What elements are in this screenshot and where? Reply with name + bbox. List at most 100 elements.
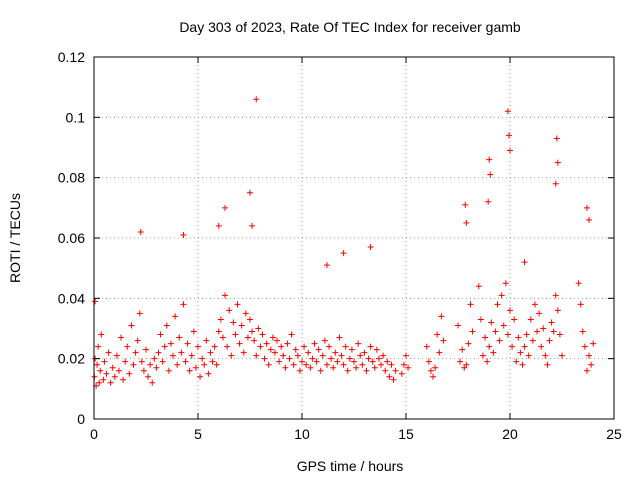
data-point bbox=[392, 367, 399, 374]
data-point bbox=[276, 358, 283, 365]
data-point bbox=[271, 349, 278, 356]
data-point bbox=[496, 337, 503, 344]
data-point bbox=[215, 328, 222, 335]
data-point bbox=[588, 361, 595, 368]
data-point bbox=[137, 228, 144, 235]
data-point bbox=[554, 307, 561, 314]
data-point bbox=[432, 364, 439, 371]
data-point bbox=[552, 292, 559, 299]
data-point bbox=[440, 337, 447, 344]
data-point bbox=[203, 337, 210, 344]
data-point bbox=[219, 334, 226, 341]
data-point bbox=[332, 349, 339, 356]
grid-lines bbox=[94, 57, 614, 419]
data-point bbox=[590, 340, 597, 347]
data-point bbox=[575, 280, 582, 287]
data-point bbox=[326, 343, 333, 350]
data-point bbox=[292, 346, 299, 353]
x-tick-label: 15 bbox=[398, 426, 414, 442]
data-point bbox=[97, 367, 104, 374]
data-point bbox=[552, 180, 559, 187]
data-point bbox=[427, 367, 434, 374]
data-point bbox=[153, 364, 160, 371]
data-point bbox=[336, 334, 343, 341]
data-point bbox=[234, 301, 241, 308]
data-point bbox=[438, 313, 445, 320]
data-point bbox=[195, 343, 201, 350]
data-point bbox=[303, 361, 310, 368]
data-point bbox=[274, 337, 281, 344]
x-tick-labels: 0 5 10 15 20 25 bbox=[90, 426, 622, 442]
data-point bbox=[430, 373, 437, 380]
data-point bbox=[505, 132, 512, 139]
data-point bbox=[269, 334, 276, 341]
y-tick-label: 0.04 bbox=[58, 290, 85, 306]
y-tick-label: 0.12 bbox=[58, 49, 85, 65]
data-point bbox=[143, 346, 149, 353]
data-point bbox=[400, 361, 407, 368]
data-point bbox=[378, 361, 385, 368]
data-point bbox=[398, 370, 405, 377]
data-point bbox=[215, 222, 222, 229]
data-point bbox=[367, 343, 374, 350]
data-point bbox=[122, 358, 129, 365]
data-point bbox=[103, 370, 110, 377]
y-tick-label: 0.06 bbox=[58, 230, 85, 246]
y-tick-label: 0.08 bbox=[58, 170, 85, 186]
data-point bbox=[167, 340, 174, 347]
data-point bbox=[579, 328, 586, 335]
data-point bbox=[238, 322, 245, 329]
data-point bbox=[147, 361, 154, 368]
data-point bbox=[265, 361, 272, 368]
data-point bbox=[367, 244, 374, 251]
data-point bbox=[467, 301, 474, 308]
data-point bbox=[390, 376, 397, 383]
data-point bbox=[386, 373, 393, 380]
data-point bbox=[182, 358, 189, 365]
data-point bbox=[126, 370, 133, 377]
data-point bbox=[100, 376, 107, 383]
data-point bbox=[553, 135, 560, 142]
data-point bbox=[436, 349, 443, 356]
data-point bbox=[498, 292, 505, 299]
data-point bbox=[128, 322, 135, 329]
data-point bbox=[490, 349, 497, 356]
data-point bbox=[113, 352, 120, 359]
data-point bbox=[434, 331, 441, 338]
data-point bbox=[213, 361, 220, 368]
data-point bbox=[186, 367, 193, 374]
y-axis-label: ROTI / TECUs bbox=[7, 193, 23, 283]
data-point bbox=[340, 250, 347, 257]
data-point bbox=[340, 361, 347, 368]
data-point bbox=[290, 361, 297, 368]
data-point bbox=[184, 340, 191, 347]
x-axis-label: GPS time / hours bbox=[297, 458, 404, 474]
data-point bbox=[188, 352, 195, 359]
data-point bbox=[107, 379, 114, 386]
data-point bbox=[536, 310, 543, 317]
data-point bbox=[282, 364, 289, 371]
data-point bbox=[311, 340, 318, 347]
chart-title: Day 303 of 2023, Rate Of TEC Index for r… bbox=[179, 19, 521, 35]
data-point bbox=[486, 343, 493, 350]
data-point bbox=[228, 352, 235, 359]
data-point bbox=[346, 355, 353, 362]
data-point bbox=[521, 259, 528, 266]
data-point bbox=[190, 328, 197, 335]
data-point bbox=[521, 343, 528, 350]
data-point bbox=[263, 340, 270, 347]
data-point bbox=[101, 358, 108, 365]
data-point bbox=[115, 367, 122, 374]
data-point bbox=[178, 349, 185, 356]
data-point bbox=[342, 343, 349, 350]
data-point bbox=[284, 340, 291, 347]
data-point bbox=[134, 337, 141, 344]
y-tick-labels: 0 0.02 0.04 0.06 0.08 0.1 0.12 bbox=[58, 49, 85, 427]
data-point bbox=[209, 358, 216, 365]
data-point bbox=[247, 316, 253, 323]
data-point bbox=[313, 358, 320, 365]
data-point bbox=[132, 349, 139, 356]
data-point bbox=[586, 352, 593, 359]
data-point bbox=[286, 355, 293, 362]
data-point bbox=[253, 96, 260, 103]
